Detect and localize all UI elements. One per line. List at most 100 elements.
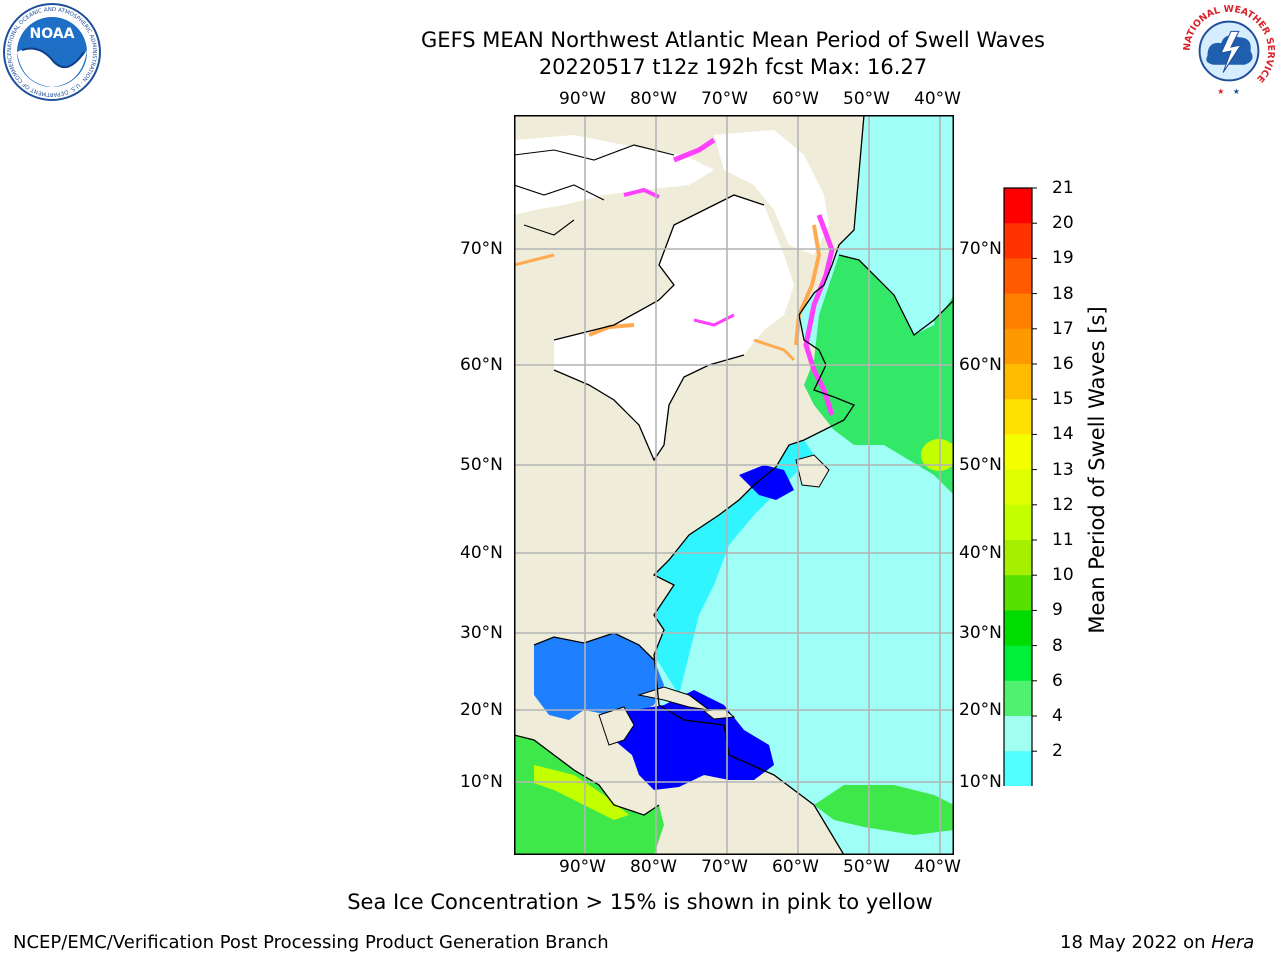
- lat-label-right: 50°N: [959, 455, 1002, 475]
- colorbar-tick-label: 8: [1052, 635, 1063, 656]
- swell-hotspot: [921, 439, 954, 471]
- colorbar-segment: [1004, 540, 1032, 576]
- coastline: [514, 144, 675, 236]
- nws-logo: NATIONAL WEATHER SERVICE ★ ★: [1180, 2, 1278, 104]
- sea-ice-edge: [588, 323, 635, 337]
- colorbar-segment: [1004, 188, 1032, 224]
- colorbar-tick-label: 9: [1052, 600, 1063, 621]
- svg-text:★: ★: [1217, 87, 1224, 96]
- colorbar-segment: [1004, 434, 1032, 471]
- colorbar-tick-label: 18: [1052, 283, 1074, 304]
- lon-label-top: 50°W: [843, 89, 890, 109]
- sea-ice-edge: [753, 338, 796, 362]
- colorbar: [1003, 187, 1037, 786]
- lat-label-left: 40°N: [460, 543, 503, 563]
- baffin-bay-ice: [714, 130, 829, 255]
- lon-label-top: 40°W: [914, 89, 961, 109]
- lat-label-left: 50°N: [460, 455, 503, 475]
- colorbar-segment: [1004, 399, 1032, 435]
- colorbar-segment: [1004, 364, 1032, 400]
- colorbar-outline: [1003, 187, 1033, 786]
- colorbar-tick-label: 20: [1052, 213, 1074, 234]
- colorbar-segment: [1004, 575, 1032, 611]
- colorbar-tick-label: 6: [1052, 670, 1063, 691]
- yucatan: [598, 706, 635, 746]
- colorbar-tick-label: 2: [1052, 741, 1063, 762]
- lon-label-top: 60°W: [772, 89, 819, 109]
- gulf-of-mexico: [534, 633, 664, 720]
- chart-subtitle: 20220517 t12z 192h fcst Max: 16.27: [538, 55, 928, 79]
- lat-label-right: 10°N: [959, 772, 1002, 792]
- lat-label-left: 10°N: [460, 772, 503, 792]
- lon-label-bottom: 80°W: [630, 857, 677, 877]
- graticule: [514, 115, 954, 855]
- coastline: [652, 115, 954, 855]
- sea-ice-edge: [673, 137, 716, 163]
- lat-label-right: 40°N: [959, 543, 1002, 563]
- noaa-logo: NATIONAL OCEANIC AND ATMOSPHERIC ADMINIS…: [2, 2, 102, 106]
- colorbar-segment: [1004, 751, 1032, 786]
- colorbar-segment: [1004, 328, 1032, 365]
- colorbar-tick-label: 19: [1052, 248, 1074, 269]
- hudson-bay-ice: [554, 195, 794, 460]
- coastline: [553, 194, 765, 341]
- lat-label-right: 20°N: [959, 700, 1002, 720]
- coastal-band: [654, 440, 814, 695]
- colorbar-segment: [1004, 504, 1032, 541]
- svg-text:NOAA: NOAA: [30, 26, 75, 42]
- lon-label-bottom: 60°W: [772, 857, 819, 877]
- map-panel: [514, 115, 954, 855]
- footer-machine: Hera: [1211, 932, 1255, 953]
- lat-label-left: 30°N: [460, 623, 503, 643]
- colorbar-segment: [1004, 223, 1032, 259]
- lon-label-bottom: 70°W: [701, 857, 748, 877]
- colorbar-segment: [1004, 716, 1032, 752]
- colorbar-tick-label: 15: [1052, 389, 1074, 410]
- lat-label-left: 20°N: [460, 700, 503, 720]
- colorbar-tick-label: 10: [1052, 565, 1074, 586]
- greenland-sea-green: [934, 305, 954, 350]
- colorbar-tick-label: 16: [1052, 354, 1074, 374]
- lat-label-left: 60°N: [460, 355, 503, 375]
- colorbar-tick-label: 21: [1052, 178, 1074, 198]
- lat-label-left: 70°N: [460, 239, 503, 259]
- labrador-sea-green: [804, 255, 954, 495]
- colorbar-segment: [1004, 293, 1032, 330]
- footer-date-text: 18 May 2022 on: [1060, 932, 1212, 953]
- lon-label-top: 90°W: [559, 89, 606, 109]
- colorbar-tick-label: 13: [1052, 459, 1074, 480]
- coastline: [553, 354, 745, 462]
- lat-label-right: 30°N: [959, 623, 1002, 643]
- sea-ice-edge: [623, 187, 660, 199]
- lon-label-top: 80°W: [630, 89, 677, 109]
- lat-label-right: 70°N: [959, 239, 1002, 259]
- coastline: [838, 254, 954, 336]
- colorbar-segment: [1004, 610, 1032, 647]
- colorbar-title: Mean Period of Swell Waves [s]: [1085, 306, 1109, 634]
- sea-ice-edge: [514, 253, 555, 267]
- lon-label-top: 70°W: [701, 89, 748, 109]
- colorbar-segment: [1004, 680, 1032, 717]
- lat-label-right: 60°N: [959, 355, 1002, 375]
- map-frame: [514, 115, 954, 855]
- south-america-coast: [814, 785, 954, 835]
- colorbar-tick-label: 17: [1052, 318, 1074, 339]
- coastline: [514, 734, 660, 816]
- chart-title: GEFS MEAN Northwest Atlantic Mean Period…: [421, 28, 1045, 52]
- colorbar-segment: [1004, 469, 1032, 506]
- footer-branch: NCEP/EMC/Verification Post Processing Pr…: [13, 932, 609, 953]
- lon-label-bottom: 90°W: [559, 857, 606, 877]
- colorbar-tick-label: 14: [1052, 424, 1074, 445]
- colorbar-segment: [1004, 645, 1032, 682]
- coastline: [533, 632, 655, 661]
- lon-label-bottom: 50°W: [843, 857, 890, 877]
- arctic-channels-ice: [514, 135, 714, 215]
- pacific-yellow-band: [534, 765, 629, 820]
- colorbar-segment: [1004, 258, 1032, 295]
- newfoundland: [795, 454, 830, 488]
- lon-label-bottom: 40°W: [914, 857, 961, 877]
- colorbar-tick-label: 4: [1052, 706, 1063, 726]
- sea-ice-note: Sea Ice Concentration > 15% is shown in …: [347, 890, 933, 914]
- svg-text:★: ★: [1233, 87, 1240, 96]
- gulf-st-lawrence: [739, 465, 794, 500]
